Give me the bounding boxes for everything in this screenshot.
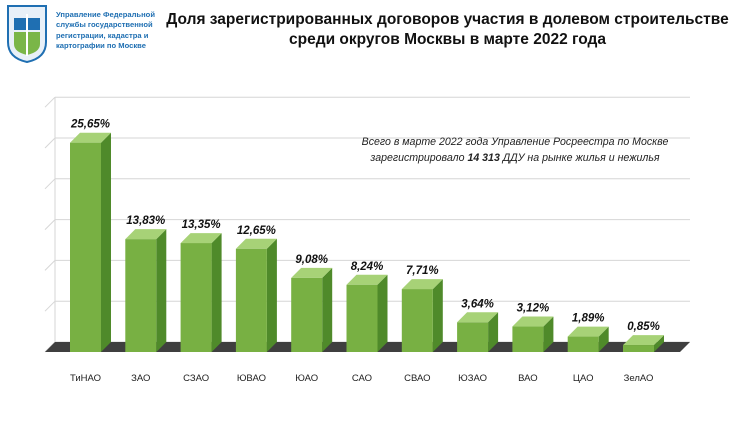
org-name-line: регистрации, кадастра и: [56, 30, 149, 40]
data-label: 9,08%: [295, 254, 328, 266]
category-label: ЮЗАО: [458, 373, 487, 384]
org-name-line: службы государственной: [56, 20, 153, 30]
summary-note-line-1: Всего в марте 2022 года Управление Росре…: [361, 136, 669, 148]
org-name-line: Управление Федеральной: [56, 10, 155, 19]
gridline-depth: [44, 178, 56, 190]
category-label: САО: [352, 373, 372, 384]
data-label: 12,65%: [237, 225, 276, 237]
chart-title-line-2: среди округов Москвы в марте 2022 года: [289, 31, 606, 48]
bar-side: [322, 267, 333, 352]
category-label: ЗАО: [131, 373, 150, 384]
bar-top: [567, 326, 609, 337]
summary-note-text: зарегистрировало: [370, 152, 468, 164]
bar-side: [211, 233, 222, 352]
data-label: 0,85%: [627, 321, 660, 333]
bar: [180, 243, 212, 352]
bar: [70, 142, 101, 352]
bar-side: [543, 316, 554, 352]
bar: [512, 326, 544, 352]
category-label: СЗАО: [183, 373, 209, 384]
summary-note-text: ДДУ на рынке жилья и нежилья: [499, 152, 660, 164]
bar-side: [654, 335, 664, 352]
bar-side: [101, 132, 111, 352]
rosreestr-logo-icon: [7, 5, 47, 64]
category-label: ЮАО: [295, 373, 318, 384]
bar: [291, 277, 323, 352]
data-label: 13,83%: [126, 215, 165, 227]
data-label: 3,12%: [517, 303, 550, 315]
bar: [401, 289, 433, 352]
bar: [346, 284, 378, 352]
bar-top: [125, 229, 167, 240]
data-label: 13,35%: [182, 219, 221, 231]
bar: [623, 345, 654, 352]
gridline-depth: [44, 219, 56, 230]
gridline-depth: [44, 260, 56, 271]
gridline-depth: [44, 96, 56, 108]
bar-top: [457, 312, 499, 323]
category-label: ЗелАО: [624, 373, 654, 384]
data-label: 3,64%: [461, 298, 494, 310]
gridline-depth: [44, 137, 56, 149]
bar: [125, 239, 157, 352]
category-label: ТиНАО: [70, 373, 101, 384]
bar-side: [488, 312, 499, 352]
category-label: ВАО: [518, 373, 538, 384]
data-label: 25,65%: [70, 119, 110, 131]
data-label: 8,24%: [351, 261, 384, 273]
bar-top: [291, 267, 333, 278]
bar-top: [70, 132, 111, 143]
data-label: 7,71%: [406, 265, 439, 277]
category-label: ЮВАО: [237, 373, 266, 384]
summary-note: Всего в марте 2022 года Управление Росре…: [345, 134, 685, 166]
bar-top: [180, 233, 222, 244]
bar-top: [401, 279, 443, 290]
org-name: Управление Федеральной службы государств…: [56, 10, 166, 52]
bar-side: [377, 274, 388, 352]
category-label: СВАО: [404, 373, 430, 384]
bar-top: [235, 238, 277, 249]
bar: [235, 248, 267, 352]
gridline-depth: [44, 300, 56, 312]
chart-title: Доля зарегистрированных договоров участи…: [160, 10, 735, 50]
bar: [567, 336, 599, 352]
bar-side: [266, 238, 277, 352]
bar-side: [156, 229, 167, 352]
bar: [457, 322, 489, 352]
summary-note-total: 14 313: [467, 152, 500, 164]
category-label: ЦАО: [573, 373, 594, 384]
data-label: 1,89%: [572, 313, 605, 325]
bar-side: [598, 326, 609, 352]
bar-side: [432, 279, 443, 352]
chart-title-line-1: Доля зарегистрированных договоров участи…: [166, 11, 729, 28]
bar-top: [623, 335, 664, 346]
logo: Управление Федеральной службы государств…: [4, 4, 155, 70]
org-name-line: картографии по Москве: [56, 41, 146, 51]
bar-top: [512, 316, 554, 327]
bar-top: [346, 274, 388, 285]
